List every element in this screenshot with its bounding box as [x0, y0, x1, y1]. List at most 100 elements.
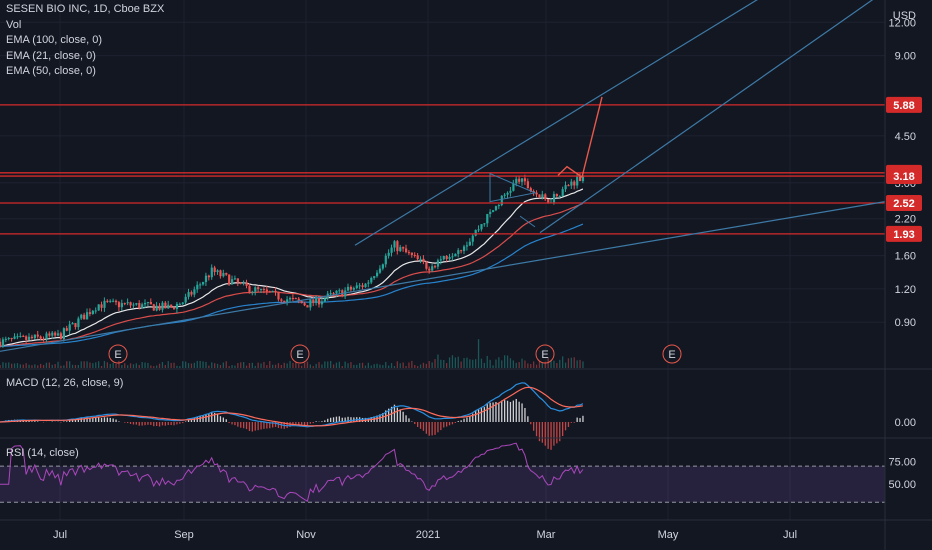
- candle-body: [471, 235, 474, 242]
- volume-bar: [77, 364, 79, 368]
- candle-body: [33, 334, 36, 339]
- candle-body: [492, 210, 495, 212]
- volume-bar: [240, 362, 242, 368]
- macd-histogram-bar: [95, 417, 97, 422]
- volume-bar: [475, 359, 477, 368]
- candle-body: [222, 273, 225, 277]
- macd-histogram-bar: [202, 415, 204, 422]
- trendlines[interactable]: [0, 0, 886, 352]
- candle-body: [355, 285, 358, 289]
- legend-volume[interactable]: Vol: [6, 18, 22, 31]
- earnings-marker-0: [108, 344, 128, 364]
- main-legend: SESEN BIO INC, 1D, Cboe BZX Vol EMA (100…: [6, 2, 164, 80]
- candle-body: [320, 301, 324, 305]
- price-tag-3.18: 3.18: [893, 171, 914, 183]
- candle-body: [45, 333, 48, 340]
- macd-histogram-bar: [422, 422, 425, 431]
- volume-bar: [350, 362, 352, 368]
- rsi-tick-50.00: 50.00: [888, 479, 916, 491]
- candle-body: [396, 241, 399, 252]
- macd-histogram-bar: [179, 422, 181, 424]
- candle-body: [567, 185, 570, 187]
- macd-histogram-bar: [34, 421, 36, 422]
- macd-histogram-bar: [457, 421, 459, 422]
- price-tag-1.93: 1.93: [893, 229, 914, 241]
- candle-body: [187, 292, 190, 297]
- volume-bar: [161, 362, 164, 368]
- candle-body: [42, 338, 45, 340]
- price-tag-5.88: 5.88: [893, 100, 914, 112]
- ema-21-line: [0, 188, 584, 348]
- price-tag-bg-5.88: [886, 96, 922, 113]
- volume-bar: [257, 362, 259, 368]
- volume-bar: [95, 362, 97, 368]
- volume-bar: [129, 363, 132, 368]
- macd-histogram-bar: [298, 422, 300, 425]
- volume-bar: [158, 363, 161, 368]
- volume-bar: [327, 361, 329, 368]
- macd-histogram-bar: [214, 412, 216, 422]
- macd-histogram-bar: [138, 422, 140, 426]
- candle-body: [190, 292, 193, 295]
- candle-body: [297, 298, 300, 301]
- volume-bar: [364, 365, 367, 368]
- macd-histogram-bar: [98, 417, 100, 422]
- channel-mid-line: [539, 0, 874, 234]
- macd-histogram-bar: [573, 422, 575, 423]
- volume-bar: [16, 363, 19, 368]
- earnings-marker-2: [535, 344, 555, 364]
- candle-body: [202, 282, 205, 285]
- volume-bar: [495, 359, 497, 368]
- volume-bar: [353, 364, 355, 368]
- volume-bar: [144, 362, 146, 368]
- candle-body: [521, 178, 524, 182]
- earnings-marker-3: [662, 344, 682, 364]
- volume-bar: [538, 361, 541, 368]
- time-axis[interactable]: Jul Sep Nov 2021 Mar May Jul: [53, 529, 797, 541]
- volume-bar: [469, 359, 471, 368]
- volume-bar: [34, 364, 36, 368]
- volume-bar: [74, 364, 77, 368]
- macd-histogram-bar: [187, 419, 190, 422]
- candle-body: [120, 303, 123, 308]
- macd-histogram-bar: [231, 422, 233, 425]
- macd-title[interactable]: MACD (12, 26, close, 9): [6, 377, 124, 389]
- legend-ema-50[interactable]: EMA (50, close, 0): [6, 65, 96, 77]
- price-tag-2.52: 2.52: [893, 198, 914, 210]
- candle-body: [30, 336, 34, 339]
- volume-bar: [298, 364, 300, 368]
- macd-line: [0, 382, 584, 428]
- candle-body: [468, 241, 471, 246]
- candle-body: [149, 301, 152, 305]
- macd-histogram-bar: [211, 412, 213, 422]
- macd-histogram-bar: [405, 415, 407, 422]
- price-tick-9.00: 9.00: [895, 51, 916, 63]
- candle-body: [13, 336, 16, 339]
- volume-bar: [361, 362, 364, 368]
- volume-bar: [396, 361, 398, 368]
- candle-body: [387, 252, 390, 256]
- volume-bar: [205, 361, 207, 368]
- symbol-title[interactable]: SESEN BIO INC, 1D, Cboe BZX: [6, 3, 165, 15]
- candle-body: [245, 282, 248, 286]
- volume-bar: [269, 361, 271, 368]
- volume-bar: [553, 360, 555, 368]
- price-levels[interactable]: [0, 104, 885, 235]
- rsi-title[interactable]: RSI (14, close): [6, 447, 79, 459]
- macd-histogram-bar: [80, 417, 82, 422]
- volume-bar: [51, 364, 53, 368]
- candle-body: [213, 267, 216, 273]
- volume-bar: [254, 365, 256, 368]
- legend-ema-100[interactable]: EMA (100, close, 0): [6, 34, 102, 46]
- macd-histogram-bar: [509, 401, 512, 422]
- candle-body: [555, 194, 558, 197]
- macd-histogram-bar: [257, 422, 259, 431]
- macd-histogram-bar: [504, 400, 506, 422]
- volume-bar: [272, 364, 274, 368]
- legend-ema-21[interactable]: EMA (21, close, 0): [6, 49, 96, 62]
- volume-bar: [454, 357, 456, 368]
- price-axis[interactable]: 0.901.201.602.203.004.509.0012.0016.00US…: [888, 0, 916, 491]
- macd-histogram-bar: [237, 422, 239, 427]
